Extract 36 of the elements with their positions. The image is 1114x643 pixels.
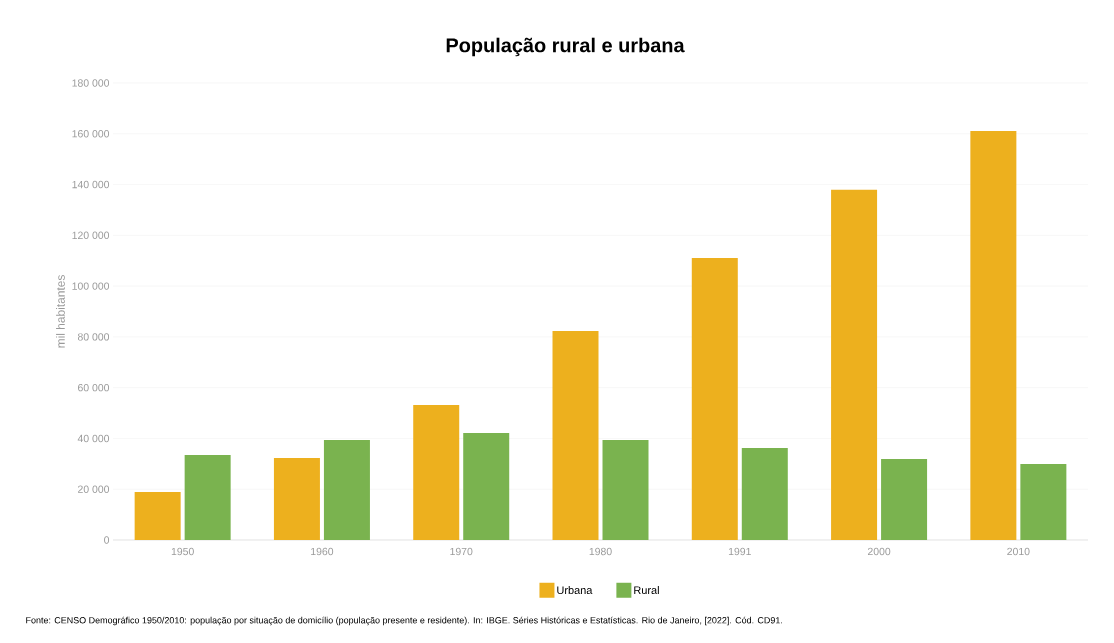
y-tick-label: 0	[104, 536, 110, 544]
bar	[881, 459, 928, 540]
x-tick-label: 1960	[311, 547, 334, 556]
bar	[184, 454, 231, 540]
bar	[273, 457, 320, 540]
y-tick-label: 60 000	[78, 383, 110, 392]
bar	[741, 448, 788, 540]
y-axis-title: mil habitantes	[56, 275, 65, 348]
bar	[602, 439, 649, 540]
x-tick-label: 1970	[450, 547, 473, 556]
chart-title: População rural e urbana	[446, 37, 685, 57]
y-tick-label: 160 000	[72, 130, 110, 138]
x-tick-label: 2010	[1007, 547, 1030, 556]
y-tick-label: 40 000	[77, 434, 110, 443]
y-tick-label: 100 000	[72, 282, 110, 290]
x-tick-label: 1950	[171, 547, 194, 556]
bar	[970, 130, 1017, 540]
bar	[831, 189, 878, 540]
bar	[413, 404, 460, 540]
x-tick-label: 2000	[867, 547, 891, 556]
y-tick-label: 120 000	[72, 231, 110, 240]
legend-label: Rural	[634, 586, 659, 595]
x-tick-label: 1980	[589, 547, 612, 556]
source-note: Fonte: CENSO Demográfico 1950/2010: população por situação de domicílio (população presente e residente). In: IBGE. Séries Históricas e Estatísticas. Rio de Janeiro, [2022]. Cód. CD91.	[26, 616, 782, 626]
y-tick-label: 180 000	[72, 79, 110, 87]
bar	[463, 433, 510, 540]
legend-label: Urbana	[557, 586, 593, 595]
y-tick-label: 80 000	[77, 333, 110, 341]
bar	[1020, 464, 1067, 540]
x-tick-label: 1991	[728, 547, 751, 556]
bar	[323, 439, 370, 540]
bar	[552, 331, 599, 540]
y-tick-label: 20 000	[78, 485, 110, 493]
bar	[691, 257, 738, 540]
bar	[134, 492, 181, 540]
y-tick-label: 140 000	[72, 180, 110, 189]
